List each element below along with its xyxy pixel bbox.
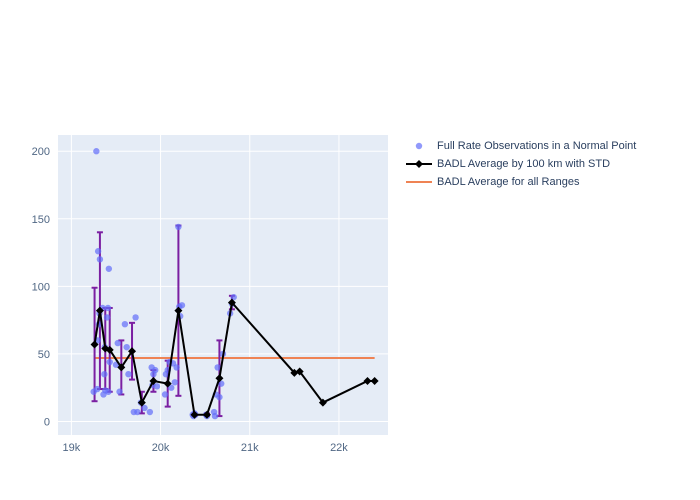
legend: Full Rate Observations in a Normal Point… bbox=[405, 138, 636, 192]
legend-label: BADL Average by 100 km with STD bbox=[437, 158, 610, 170]
legend-swatch-badl_line bbox=[405, 157, 433, 171]
legend-item-scatter[interactable]: Full Rate Observations in a Normal Point bbox=[405, 138, 636, 154]
x-tick-label: 21k bbox=[241, 442, 259, 454]
y-tick-label: 50 bbox=[38, 349, 50, 361]
legend-item-badl_line[interactable]: BADL Average by 100 km with STD bbox=[405, 156, 636, 172]
x-tick-label: 20k bbox=[152, 442, 170, 454]
y-tick-label: 200 bbox=[32, 146, 50, 158]
chart-svg: 0 50 100 150 200 19k 20k 21k 22k bbox=[0, 0, 700, 500]
y-tick-label: 100 bbox=[32, 281, 50, 293]
x-tick-label: 19k bbox=[63, 442, 81, 454]
y-tick-label: 150 bbox=[32, 214, 50, 226]
legend-swatch-scatter bbox=[405, 139, 433, 153]
chart-root: 0 50 100 150 200 19k 20k 21k 22k Full Rate Obser… bbox=[0, 0, 700, 500]
y-tick-label: 0 bbox=[44, 416, 50, 428]
legend-item-badl_avg[interactable]: BADL Average for all Ranges bbox=[405, 174, 636, 190]
x-tick-label: 22k bbox=[330, 442, 348, 454]
legend-label: BADL Average for all Ranges bbox=[437, 176, 579, 188]
legend-label: Full Rate Observations in a Normal Point bbox=[437, 140, 636, 152]
legend-swatch-badl_avg bbox=[405, 175, 433, 189]
